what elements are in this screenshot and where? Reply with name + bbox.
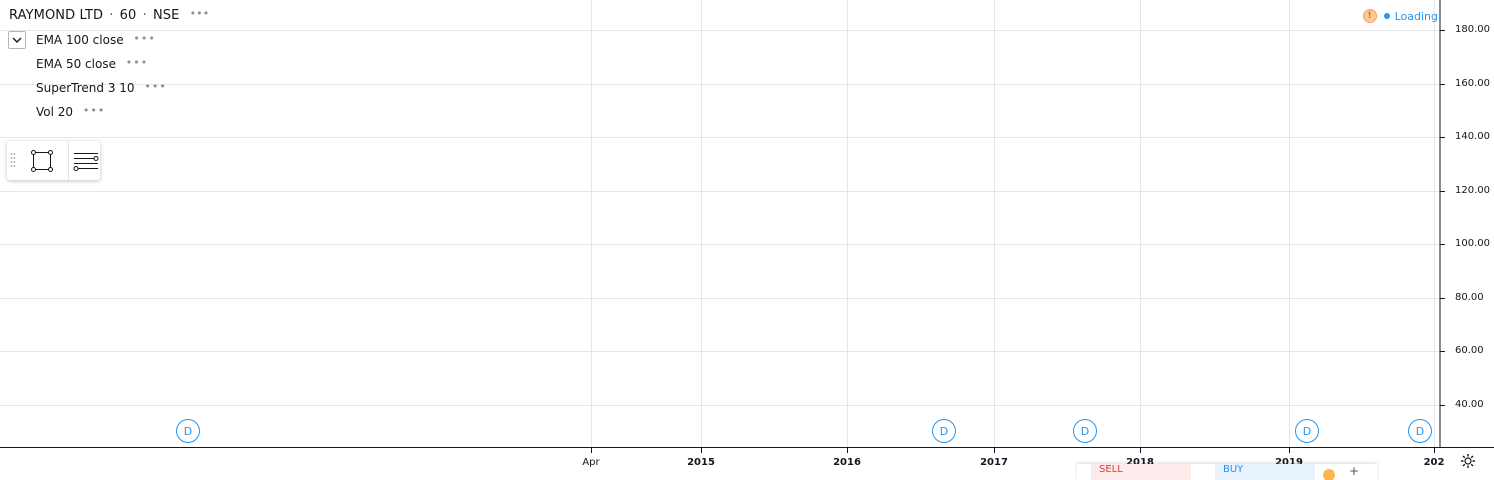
time-label: 2016 xyxy=(833,457,861,468)
chevron-down-icon xyxy=(12,37,22,43)
indicator-more-icon[interactable]: ••• xyxy=(133,32,156,45)
exchange-label: NSE xyxy=(152,8,180,23)
indicator-label: SuperTrend 3 10 xyxy=(36,81,135,95)
title-separator: · xyxy=(109,8,114,23)
floating-drawing-toolbar xyxy=(7,141,100,180)
drag-handle-icon[interactable] xyxy=(10,152,16,168)
rectangle-tool-button[interactable] xyxy=(26,145,57,176)
title-separator: · xyxy=(142,8,147,23)
indicator-more-icon[interactable]: ••• xyxy=(144,80,167,93)
price-label: 40.00 xyxy=(1455,399,1484,410)
price-label: 100.00 xyxy=(1455,238,1490,249)
dividend-marker[interactable]: D xyxy=(176,419,200,443)
sell-button[interactable]: SELL xyxy=(1091,464,1191,480)
symbol-more-icon[interactable]: ••• xyxy=(189,7,210,20)
price-label: 160.00 xyxy=(1455,78,1490,89)
dividend-marker[interactable]: D xyxy=(1408,419,1432,443)
indicator-ema-50[interactable]: EMA 50 close ••• xyxy=(36,56,149,71)
interval-label: 60 xyxy=(119,8,137,23)
trade-status-icon xyxy=(1323,469,1335,480)
collapse-legend-button[interactable] xyxy=(8,31,26,49)
rectangle-icon xyxy=(30,149,53,172)
indicator-label: EMA 100 close xyxy=(36,33,124,47)
indicator-label: EMA 50 close xyxy=(36,57,116,71)
axis-ticks xyxy=(591,30,1445,453)
toolbar-divider xyxy=(68,141,69,180)
buy-button[interactable]: BUY xyxy=(1215,464,1315,480)
time-label: Apr xyxy=(582,457,600,468)
dividend-marker[interactable]: D xyxy=(1295,419,1319,443)
loading-status: ! Loading xyxy=(1362,9,1438,23)
warning-icon[interactable]: ! xyxy=(1362,9,1377,23)
dividend-marker[interactable]: D xyxy=(1073,419,1097,443)
loading-text: Loading xyxy=(1394,9,1438,23)
price-label: 120.00 xyxy=(1455,185,1490,196)
gear-icon[interactable] xyxy=(1460,453,1476,469)
price-label: 180.00 xyxy=(1455,24,1490,35)
indicator-vol[interactable]: Vol 20 ••• xyxy=(36,104,106,119)
lines-icon xyxy=(73,152,98,171)
price-label: 80.00 xyxy=(1455,292,1484,303)
symbol-name: RAYMOND LTD xyxy=(9,8,104,23)
trade-panel: SELL BUY + xyxy=(1077,464,1377,480)
time-label: 2015 xyxy=(687,457,715,468)
indicator-more-icon[interactable]: ••• xyxy=(82,104,106,117)
price-label: 60.00 xyxy=(1455,345,1484,356)
dividend-marker[interactable]: D xyxy=(932,419,956,443)
add-order-button[interactable]: + xyxy=(1349,464,1360,478)
indicator-label: Vol 20 xyxy=(36,105,74,119)
time-label: 202 xyxy=(1423,457,1445,468)
indicator-supertrend[interactable]: SuperTrend 3 10 ••• xyxy=(36,80,167,95)
loading-dot-icon xyxy=(1383,13,1390,19)
chart-grid xyxy=(0,0,1440,447)
time-label: 2019 xyxy=(1275,457,1303,468)
time-label: 2017 xyxy=(980,457,1008,468)
symbol-title[interactable]: RAYMOND LTD · 60 · NSE ••• xyxy=(9,7,210,23)
indicator-more-icon[interactable]: ••• xyxy=(125,56,149,69)
line-tool-button[interactable] xyxy=(70,145,101,176)
time-label: 2018 xyxy=(1126,457,1154,468)
indicator-ema-100[interactable]: EMA 100 close ••• xyxy=(36,32,156,47)
price-label: 140.00 xyxy=(1455,131,1490,142)
